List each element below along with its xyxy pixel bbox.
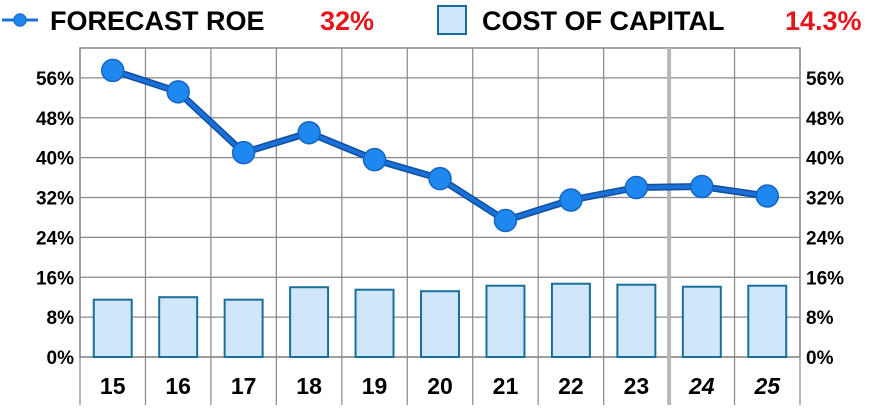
y-tick-label-right: 56% [806,69,844,90]
x-tick-label: 15 [100,373,126,399]
cost-of-capital-bar [223,298,264,359]
legend-bar-value: 14.3% [785,6,862,36]
x-axis: 15 16 17 18 19 20 21 22 23 24 25 [100,373,781,399]
cost-of-capital-bar [289,286,330,358]
x-tick-label: 21 [493,373,519,399]
roe-point [493,208,518,233]
cost-of-capital-bar [747,284,788,359]
x-tick-label: 16 [165,373,191,399]
y-axis-right: 0% 8% 16% 24% 32% 40% 48% 56% [806,69,844,369]
grid [79,47,801,405]
y-tick-label-right: 48% [806,109,844,130]
legend-bar-label: COST OF CAPITAL [482,6,725,36]
roe-point [297,120,321,145]
legend-line-value: 32% [320,6,374,36]
cost-of-capital-bar [354,288,395,358]
y-tick-label-right: 16% [806,268,844,289]
cost-of-capital-bar [158,296,199,358]
y-tick-label: 8% [47,308,75,329]
roe-point [231,140,256,165]
roe-point [166,80,190,104]
y-tick-label: 48% [36,109,74,130]
y-tick-label: 40% [36,149,74,170]
x-tick-label: 23 [624,373,650,399]
cost-of-capital-bar [420,290,460,358]
x-tick-label: 24 [688,373,715,399]
roe-point [690,174,714,199]
legend-bar-swatch [437,5,467,35]
roe-point [755,184,780,208]
y-axis-left: 0% 8% 16% 24% 32% 40% 48% 56% [36,69,74,369]
x-tick-label: 22 [558,373,584,399]
roe-point [428,166,452,191]
bars [92,282,788,359]
legend-line-marker [2,13,38,27]
roe-point [624,175,649,200]
y-tick-label: 24% [36,228,74,249]
y-tick-label-right: 0% [806,348,834,369]
y-tick-label-right: 32% [806,189,844,210]
y-tick-label: 16% [36,268,74,289]
roe-point [100,58,125,83]
roe-point [559,188,583,212]
roe-points [100,58,780,233]
y-tick-label-right: 24% [806,228,844,249]
cost-of-capital-bar [681,285,722,358]
cost-of-capital-bar [550,282,591,358]
legend-line-label: FORECAST ROE [50,6,265,36]
roe-point [362,147,387,172]
y-tick-label-right: 40% [806,149,844,170]
y-tick-label: 32% [36,189,74,210]
cost-of-capital-bar [485,284,526,359]
x-tick-label: 18 [296,373,322,399]
y-tick-label: 56% [36,69,74,90]
x-tick-label: 17 [231,373,257,399]
x-tick-label: 25 [753,373,781,399]
cost-of-capital-bar [616,283,657,358]
x-tick-label: 20 [427,373,453,399]
y-tick-label: 0% [47,348,75,369]
cost-of-capital-bar [92,298,133,359]
legend: FORECAST ROE 32% COST OF CAPITAL 14.3% [2,5,862,36]
x-tick-label: 19 [362,373,388,399]
y-tick-label-right: 8% [806,308,834,329]
